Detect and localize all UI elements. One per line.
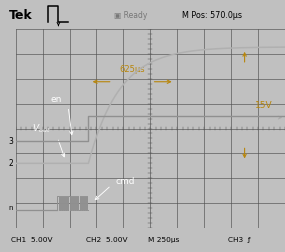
Text: $V_{out}$: $V_{out}$ bbox=[32, 122, 50, 135]
Text: 625μs: 625μs bbox=[119, 65, 145, 74]
Text: CH2  5.00V: CH2 5.00V bbox=[86, 237, 127, 243]
Text: M Pos: 570.0μs: M Pos: 570.0μs bbox=[182, 11, 243, 20]
Text: n: n bbox=[9, 205, 13, 211]
Text: 15V: 15V bbox=[255, 101, 273, 110]
Text: CH1  5.00V: CH1 5.00V bbox=[11, 237, 53, 243]
Text: M 250μs: M 250μs bbox=[148, 237, 180, 243]
Text: ▣ Ready: ▣ Ready bbox=[114, 11, 147, 20]
Text: 2: 2 bbox=[9, 159, 13, 168]
Text: Tek: Tek bbox=[9, 9, 32, 22]
Text: 3: 3 bbox=[9, 137, 13, 146]
Text: CH3  ƒ: CH3 ƒ bbox=[228, 237, 251, 243]
Text: cmd: cmd bbox=[115, 177, 135, 186]
Text: en: en bbox=[51, 95, 62, 104]
